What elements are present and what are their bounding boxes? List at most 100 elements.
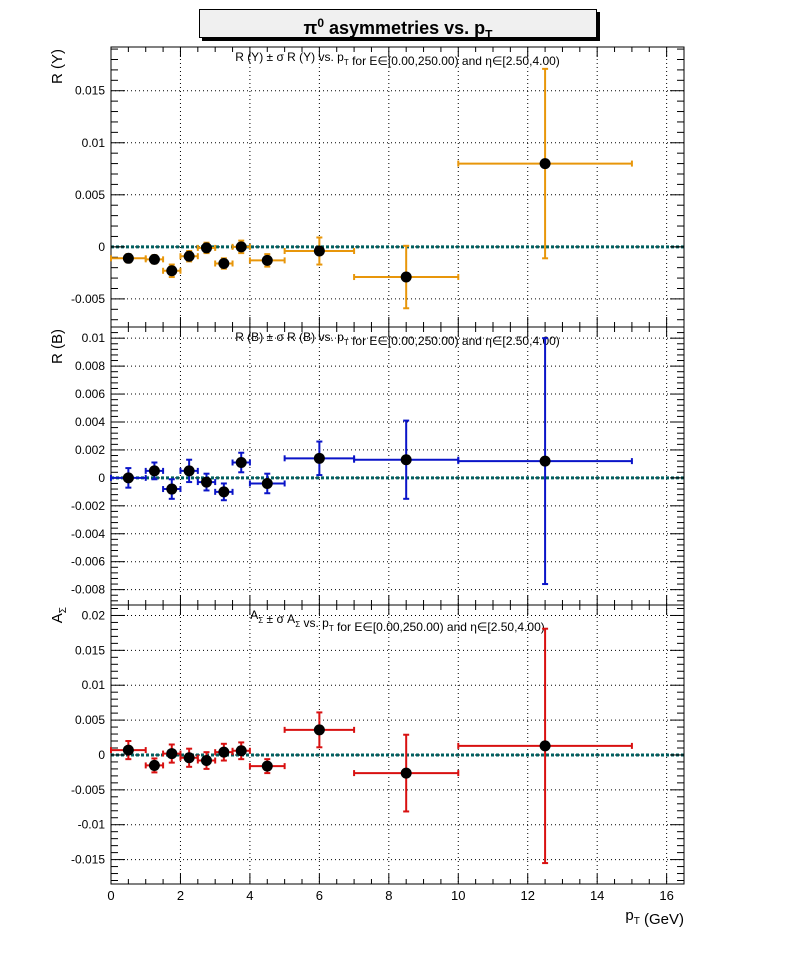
marker — [122, 744, 134, 756]
y-tick-label: -0.01 — [78, 818, 106, 832]
data-point — [248, 472, 286, 495]
marker — [166, 748, 178, 760]
marker — [148, 759, 160, 771]
y-tick-label: 0.005 — [75, 188, 105, 202]
marker — [313, 452, 325, 464]
x-tick-label: 10 — [451, 888, 465, 903]
marker — [218, 746, 230, 758]
y-tick-label: 0.004 — [75, 415, 105, 429]
y-tick-label: 0.002 — [75, 443, 105, 457]
data-point — [196, 751, 217, 770]
data-point — [353, 419, 460, 500]
figure-title: π0 asymmetries vs. pT — [199, 9, 597, 42]
marker — [539, 158, 551, 170]
data-point — [457, 627, 633, 865]
title-greek: π — [303, 18, 318, 38]
data-point — [231, 741, 251, 761]
y-tick-label: 0.015 — [75, 84, 105, 98]
marker — [183, 752, 195, 764]
marker — [261, 477, 273, 489]
data-point — [179, 250, 199, 263]
y-tick-label: 0 — [98, 748, 105, 762]
y-tick-label: 0.006 — [75, 387, 105, 401]
y-tick-label: 0.005 — [75, 713, 105, 727]
data-point — [214, 257, 234, 270]
data-point — [283, 236, 356, 266]
data-point — [162, 263, 182, 279]
marker — [400, 767, 412, 779]
panel-title: R (B) ± σ R (B) vs. pT for E∈[0.00,250.0… — [235, 330, 560, 348]
x-tick-label: 4 — [246, 888, 253, 903]
panel-title: AΣ ± σ AΣ vs. pT for E∈[0.00,250.00) and… — [250, 608, 545, 634]
y-axis-label: R (Y) — [49, 49, 66, 84]
y-axis-label: AΣ — [49, 607, 69, 623]
panel-sigma: -0.015 -0.01 -0.005 0 0.005 0.01 0.015 0.02 0 2 4 6… — [49, 604, 685, 928]
data-point — [353, 733, 460, 813]
data-point — [283, 711, 356, 749]
marker — [400, 271, 412, 283]
marker — [235, 457, 247, 469]
x-tick-label: 0 — [107, 888, 114, 903]
panel-y: -0.005 0 0.005 0.01 0.015 R (Y) R (Y) ± σ R (Y… — [49, 46, 685, 328]
marker — [313, 724, 325, 736]
marker — [218, 486, 230, 498]
data-point — [457, 337, 633, 586]
y-tick-label: 0 — [98, 471, 105, 485]
data-point — [248, 253, 286, 268]
x-tick-label: 16 — [659, 888, 673, 903]
title-superscript: 0 — [317, 16, 324, 30]
data-point — [196, 472, 217, 492]
data-point — [196, 241, 217, 255]
marker — [235, 745, 247, 757]
y-axis-label: R (B) — [49, 329, 66, 364]
marker — [166, 483, 178, 495]
marker — [218, 258, 230, 270]
y-tick-label: 0.015 — [75, 643, 105, 657]
y-tick-label: -0.006 — [71, 555, 105, 569]
marker — [201, 242, 212, 254]
y-tick-label: -0.002 — [71, 499, 105, 513]
y-tick-label: -0.005 — [71, 292, 105, 306]
marker — [183, 465, 195, 477]
data-point — [214, 742, 234, 762]
plot-frame — [110, 46, 685, 328]
x-axis-label: pT (GeV) — [625, 907, 684, 928]
y-tick-label: 0.01 — [82, 331, 106, 345]
data-point — [144, 757, 165, 774]
y-tick-label: 0.01 — [82, 678, 106, 692]
data-point — [283, 440, 356, 477]
title-subscript: T — [485, 27, 493, 42]
data-point — [110, 252, 147, 264]
data-point — [457, 67, 633, 260]
x-tick-label: 12 — [520, 888, 534, 903]
data-point — [110, 740, 147, 761]
title-main: asymmetries vs. p — [329, 18, 486, 38]
marker — [235, 241, 247, 253]
marker — [313, 245, 325, 257]
y-tick-label: -0.008 — [71, 583, 105, 597]
marker — [148, 465, 160, 477]
panel-b: -0.008 -0.006 -0.004 -0.002 0 0.002 0.004 0.006… — [49, 326, 685, 606]
data-point — [248, 758, 286, 775]
marker — [400, 454, 412, 466]
marker — [166, 265, 178, 277]
marker — [122, 252, 134, 264]
marker — [261, 254, 273, 266]
y-tick-label: 0.01 — [82, 136, 106, 150]
marker — [148, 253, 160, 265]
y-tick-label: 0.008 — [75, 359, 105, 373]
x-tick-label: 14 — [590, 888, 604, 903]
plot-frame — [110, 604, 685, 885]
marker — [201, 755, 212, 767]
data-point — [353, 244, 460, 310]
plot-frame — [110, 326, 685, 606]
panel-title: R (Y) ± σ R (Y) vs. pT for E∈[0.00,250.0… — [235, 50, 560, 68]
y-tick-label: 0.02 — [82, 608, 106, 622]
data-point — [179, 747, 199, 768]
data-point — [144, 461, 165, 481]
data-point — [214, 482, 234, 502]
marker — [261, 760, 273, 772]
x-tick-label: 8 — [385, 888, 392, 903]
x-tick-label: 2 — [177, 888, 184, 903]
